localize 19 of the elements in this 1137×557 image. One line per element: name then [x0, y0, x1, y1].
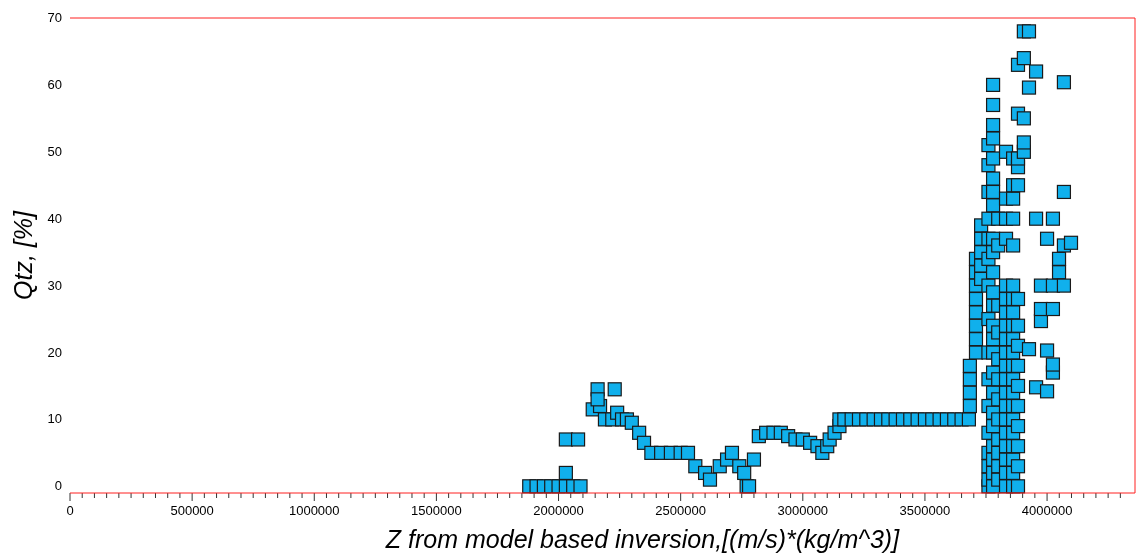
y-tick-label: 30 — [47, 277, 62, 293]
x-tick-label: 2500000 — [655, 503, 706, 518]
x-tick-label: 4000000 — [1021, 503, 1073, 518]
x-tick-label: 2000000 — [533, 503, 584, 518]
x-tick-label: 1500000 — [411, 503, 462, 518]
y-tick-label: 50 — [47, 143, 62, 159]
y-tick-label: 60 — [47, 76, 62, 92]
y-tick-label: 10 — [47, 411, 62, 427]
y-tick-label: 40 — [47, 210, 62, 226]
x-tick-label: 3000000 — [777, 503, 829, 518]
x-tick-label: 500000 — [170, 503, 214, 518]
x-tick-label: 1000000 — [288, 503, 340, 518]
y-tick-label: 0 — [54, 478, 62, 494]
x-tick-label: 0 — [66, 503, 74, 518]
y-tick-label: 20 — [47, 344, 62, 360]
y-axis-title: Qtz, [%] — [9, 210, 37, 300]
x-axis-title: Z from model based inversion,[(m/s)*(kg/m^3)] — [384, 525, 901, 553]
y-tick-label: 70 — [47, 10, 62, 25]
x-tick-label: 3500000 — [899, 503, 951, 518]
